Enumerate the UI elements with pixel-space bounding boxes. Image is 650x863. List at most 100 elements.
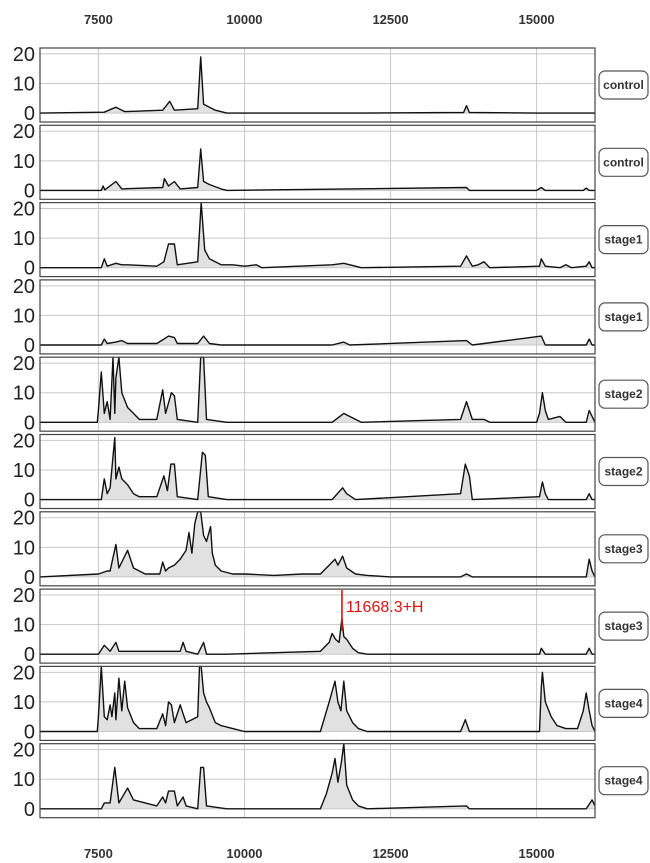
y-tick-label: 0 <box>24 412 35 434</box>
series-line <box>40 436 595 501</box>
series-label-box <box>598 70 649 100</box>
series-label-box <box>598 302 649 332</box>
y-tick-label: 10 <box>13 692 35 714</box>
y-tick-label: 10 <box>13 769 35 791</box>
y-tick-label: 0 <box>24 644 35 666</box>
y-tick-label: 10 <box>13 383 35 405</box>
y-tick-label: 20 <box>13 121 35 143</box>
y-tick-label: 20 <box>13 430 35 452</box>
y-tick-label: 20 <box>13 199 35 221</box>
panel-5: 0 10 20 stage2 <box>13 353 649 434</box>
series-area <box>40 202 595 268</box>
y-tick-label: 0 <box>24 258 35 280</box>
y-tick-label: 10 <box>13 151 35 173</box>
series-label: stage2 <box>604 387 642 401</box>
x-tick-top: 7500 <box>84 12 113 27</box>
y-tick-label: 0 <box>24 103 35 125</box>
panel-6: 0 10 20 stage2 <box>13 430 649 512</box>
y-tick-label: 0 <box>24 180 35 202</box>
panel-frame <box>39 665 596 742</box>
series-label-box <box>598 147 649 177</box>
panel-frame <box>39 202 596 278</box>
annotation-label: 11668.3+H <box>346 599 424 616</box>
series-area <box>40 336 595 345</box>
x-tick-bottom: 15000 <box>519 846 555 861</box>
y-tick-label: 20 <box>13 508 35 530</box>
spectra-panels: 0 10 20 control 0 10 20 control 0 10 20 stage1 0 10 20… <box>13 44 649 821</box>
panel-frame <box>39 47 596 123</box>
series-label-box <box>598 379 649 409</box>
y-tick-label: 10 <box>13 615 35 637</box>
series-line <box>39 511 596 578</box>
series-label: stage3 <box>604 619 642 633</box>
panel-9: 0 10 20 stage4 <box>13 662 649 744</box>
series-line <box>40 665 596 733</box>
series-label-box <box>598 456 649 487</box>
series-label-box <box>598 766 649 796</box>
panel-7: 0 10 20 stage3 <box>13 508 649 589</box>
y-tick-label: 20 <box>13 353 35 375</box>
panel-frame <box>39 433 596 510</box>
series-label-box <box>598 225 649 255</box>
y-tick-label: 0 <box>24 490 35 512</box>
series-area <box>40 666 595 732</box>
panel-2: 0 10 20 control <box>13 121 649 202</box>
series-label-box <box>598 611 649 641</box>
y-tick-label: 10 <box>13 460 35 482</box>
series-line <box>40 618 595 655</box>
panel-3: 0 10 20 stage1 <box>13 199 649 280</box>
y-tick-label: 0 <box>24 567 35 589</box>
y-tick-label: 20 <box>13 276 35 298</box>
series-label: stage4 <box>604 696 642 710</box>
y-tick-label: 10 <box>13 305 35 327</box>
series-area <box>40 357 595 423</box>
y-tick-label: 20 <box>13 44 35 66</box>
series-label-box <box>598 534 649 564</box>
series-area <box>40 743 595 809</box>
series-label-box <box>598 688 649 719</box>
y-tick-label: 20 <box>13 740 35 762</box>
series-label: control <box>603 78 644 92</box>
panel-frame <box>39 124 596 200</box>
series-label: stage3 <box>604 542 642 556</box>
series-area <box>40 437 595 500</box>
x-tick-bottom: 10000 <box>226 846 262 861</box>
y-tick-label: 20 <box>13 585 35 607</box>
series-label: control <box>603 155 644 169</box>
series-line <box>40 743 596 810</box>
series-label: stage1 <box>604 233 642 247</box>
x-tick-top: 10000 <box>226 12 262 27</box>
series-line <box>40 201 595 269</box>
y-tick-label: 0 <box>24 335 35 357</box>
series-area <box>40 511 595 577</box>
series-area <box>40 618 595 655</box>
x-tick-top: 12500 <box>372 12 408 27</box>
y-tick-label: 10 <box>13 74 35 96</box>
series-label: stage4 <box>604 774 642 788</box>
series-label: stage1 <box>604 310 642 324</box>
bottom-axis-tick-labels: 7500 10000 12500 15000 <box>84 846 555 861</box>
y-tick-label: 20 <box>13 662 35 684</box>
annotation: 11668.3+H <box>341 590 424 631</box>
panel-frame <box>39 511 596 587</box>
panel-1: 0 10 20 control <box>13 44 649 125</box>
series-line <box>39 56 595 114</box>
y-tick-label: 0 <box>24 799 35 821</box>
panel-10: 0 10 20 stage4 <box>13 740 649 821</box>
panel-frame <box>39 743 596 819</box>
panel-8: 0 10 20 stage3 <box>13 585 649 666</box>
series-label: stage2 <box>604 465 642 479</box>
series-line <box>40 148 595 192</box>
series-area <box>40 56 595 114</box>
y-tick-label: 10 <box>13 537 35 559</box>
panel-frame <box>39 588 596 664</box>
top-axis-tick-labels: 7500 10000 12500 15000 <box>84 12 555 27</box>
y-tick-label: 0 <box>24 722 35 744</box>
x-tick-bottom: 12500 <box>372 846 408 861</box>
panel-frame <box>39 279 596 355</box>
x-tick-top: 15000 <box>519 12 555 27</box>
y-tick-label: 10 <box>13 228 35 250</box>
panel-frame <box>39 356 596 432</box>
panel-4: 0 10 20 stage1 <box>13 276 649 357</box>
